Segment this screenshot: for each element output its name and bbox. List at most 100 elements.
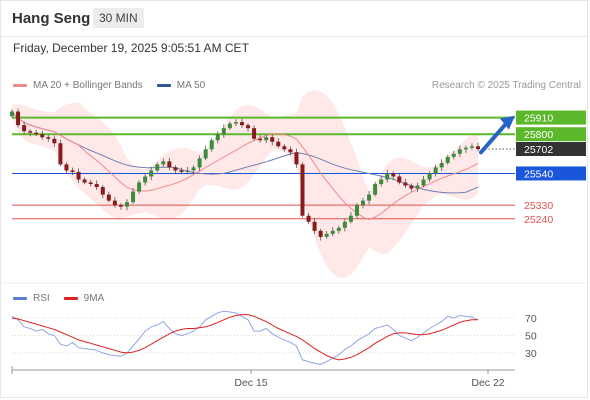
candle-body [397, 176, 402, 183]
candle-body [191, 167, 196, 171]
candle-body [439, 162, 444, 168]
level-tag-25800 [516, 127, 586, 142]
candle-body [367, 194, 372, 201]
rsi-legend: RSI 9MA [13, 293, 118, 304]
credit-text: Research © 2025 Trading Central [431, 80, 581, 91]
candles-group [10, 108, 480, 241]
x-tick-label: Dec 15 [234, 377, 267, 389]
outlook-arrow-head [500, 115, 515, 130]
rsi-tick-50: 50 [525, 331, 537, 343]
candle-body [185, 170, 190, 172]
chart-frame [0, 36, 588, 398]
candle-body [215, 134, 220, 141]
ma20-line [11, 111, 479, 221]
candle-body [379, 179, 384, 185]
candle-body [391, 173, 396, 177]
candle-body [112, 200, 117, 206]
candle-body [385, 173, 390, 180]
candle-body [282, 146, 287, 150]
x-tick-label: Dec 22 [471, 377, 504, 389]
candle-body [137, 182, 142, 192]
candle-body [28, 131, 33, 133]
candle-body [76, 171, 81, 180]
legend-label-ma50: MA 50 [176, 80, 206, 91]
rsi-tick-30: 30 [525, 348, 537, 360]
candle-body [258, 138, 263, 141]
candle-body [294, 152, 299, 165]
candle-body [46, 137, 51, 139]
legend-item-9ma: 9MA [63, 293, 105, 304]
outlook-arrow-shaft [479, 120, 509, 155]
legend-swatch-ma50 [156, 84, 171, 87]
level-tag-25702 [516, 141, 586, 156]
candle-body [318, 230, 323, 237]
timestamp: Friday, December 19, 2025 9:05:51 AM CET [13, 41, 249, 55]
candle-body [64, 164, 69, 171]
candle-body [463, 147, 468, 150]
candle-body [179, 170, 184, 172]
candle-body [252, 128, 257, 139]
candle-body [16, 111, 21, 126]
candle-body [131, 191, 136, 203]
candle-body [94, 184, 99, 188]
legend-label-9ma: 9MA [83, 293, 105, 304]
candle-body [415, 185, 420, 189]
candle-body [221, 128, 226, 135]
candle-body [264, 137, 269, 141]
candle-body [270, 137, 275, 142]
legend-item-ma20: MA 20 + Bollinger Bands [13, 80, 143, 91]
candle-body [52, 138, 57, 144]
level-label-25330: 25330 [524, 200, 553, 212]
legend-label-ma20: MA 20 + Bollinger Bands [33, 80, 143, 91]
candle-body [34, 132, 39, 135]
candle-body [88, 182, 93, 185]
candle-body [336, 227, 341, 231]
level-label-25240: 25240 [524, 214, 553, 226]
level-label-25540: 25540 [524, 168, 553, 180]
candle-body [124, 202, 129, 207]
candle-body [306, 215, 311, 222]
candle-body [155, 164, 160, 171]
candle-body [421, 179, 426, 186]
candle-body [342, 221, 347, 228]
legend-label-rsi: RSI [33, 293, 50, 304]
candle-body [22, 125, 27, 132]
level-label-25800: 25800 [524, 129, 553, 141]
candle-body [197, 158, 202, 168]
candle-body [348, 215, 353, 222]
candle-body [143, 176, 148, 183]
candle-body [373, 184, 378, 195]
timeframe-badge[interactable]: 30 MIN [93, 8, 144, 28]
candle-body [469, 146, 474, 148]
candle-body [106, 194, 111, 201]
candle-body [476, 146, 480, 149]
rsi-tick-70: 70 [525, 313, 537, 325]
rsi-ma-line [11, 314, 478, 361]
candle-body [149, 170, 154, 177]
candle-body [209, 140, 214, 150]
candle-body [233, 122, 238, 124]
candle-body [427, 173, 432, 180]
instrument-title: Hang Seng [12, 10, 91, 27]
candle-body [457, 149, 462, 154]
candle-body [167, 161, 172, 168]
candle-body [40, 134, 45, 138]
candle-body [276, 141, 281, 147]
legend-item-ma50: MA 50 [156, 80, 206, 91]
candle-body [161, 161, 166, 165]
candle-body [203, 149, 208, 159]
candle-body [354, 205, 359, 216]
candle-body [312, 221, 317, 231]
legend-item-rsi: RSI [13, 293, 50, 304]
candle-body [330, 230, 335, 234]
header-bar: Hang Seng 30 MIN [0, 0, 588, 36]
candle-body [70, 170, 75, 172]
candle-body [227, 123, 232, 129]
candle-body [324, 233, 329, 237]
candle-body [300, 164, 305, 216]
candle-body [10, 111, 14, 117]
candle-body [246, 125, 251, 129]
candle-body [239, 122, 244, 126]
legend-swatch-ma20 [13, 84, 27, 87]
